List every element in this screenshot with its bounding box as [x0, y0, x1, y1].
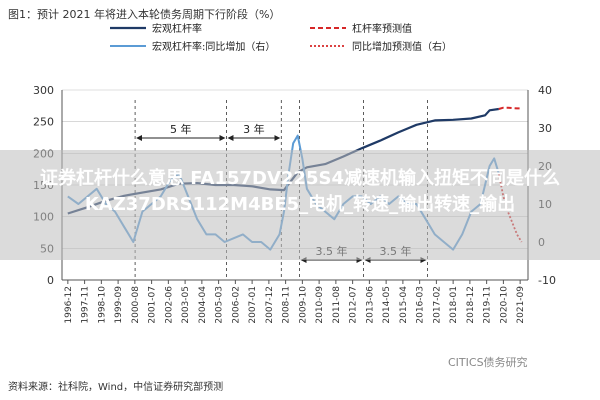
x-tick-label: 2014-05 [382, 286, 392, 324]
x-tick-label: 2011-08 [332, 286, 342, 324]
x-tick-label: 2013-06 [365, 286, 375, 324]
y-right-tick-label: 40 [538, 84, 552, 97]
legend-label: 同比增加预测值（右） [352, 40, 452, 53]
x-tick-label: 2015-04 [399, 286, 409, 324]
x-tick-label: 2005-03 [215, 286, 225, 324]
x-tick-label: 2009-10 [298, 286, 308, 324]
x-tick-label: 1997-11 [81, 286, 91, 324]
y-right-tick-label: -10 [538, 274, 556, 287]
x-tick-label: 2018-01 [449, 286, 459, 324]
x-tick-label: 2021-09 [516, 286, 526, 324]
x-tick-label: 2018-12 [466, 286, 476, 324]
y-left-tick-label: 250 [33, 116, 54, 129]
x-tick-label: 2010-09 [315, 286, 325, 324]
y-left-tick-label: 0 [47, 274, 54, 287]
x-tick-label: 1996-12 [64, 286, 74, 324]
x-tick-label: 2000-08 [131, 286, 141, 324]
legend-label: 宏观杠杆率 [152, 22, 202, 35]
x-tick-label: 2008-11 [282, 286, 292, 324]
watermark: CITICS债务研究 [448, 356, 528, 369]
x-tick-label: 2003-05 [181, 286, 191, 324]
x-tick-label: 1998-10 [97, 286, 107, 324]
cycle-label: 5 年 [170, 122, 192, 136]
x-tick-label: 2006-02 [231, 286, 241, 324]
cycle-label: 3 年 [243, 122, 265, 136]
x-tick-label: 2001-07 [148, 286, 158, 324]
x-tick-label: 2007-01 [248, 286, 258, 324]
x-tick-label: 2004-04 [198, 286, 208, 324]
legend-label: 杠杆率预测值 [352, 22, 412, 35]
x-tick-label: 2020-10 [499, 286, 509, 324]
y-left-tick-label: 300 [33, 84, 54, 97]
y-right-tick-label: 30 [538, 122, 552, 135]
x-tick-label: 2012-07 [349, 286, 359, 324]
series-leverage-forecast [498, 106, 522, 110]
overlay-caption: 证券杠杆什么意思 FA157DV225S4减速机输入扭矩不同是什么KAZ37DR… [0, 150, 600, 260]
source-note: 资料来源：社科院，Wind，中信证券研究部预测 [8, 382, 224, 393]
figure-title: 图1：预计 2021 年将进入本轮债务周期下行阶段（%） [8, 8, 281, 21]
x-tick-label: 2017-02 [432, 286, 442, 324]
x-tick-label: 2019-11 [483, 286, 493, 324]
x-tick-label: 2016-03 [416, 286, 426, 324]
x-tick-label: 2007-12 [265, 286, 275, 324]
legend-label: 宏观杠杆率:同比增加（右） [152, 40, 275, 53]
x-tick-label: 1999-09 [114, 286, 124, 324]
x-tick-label: 2002-06 [164, 286, 174, 324]
